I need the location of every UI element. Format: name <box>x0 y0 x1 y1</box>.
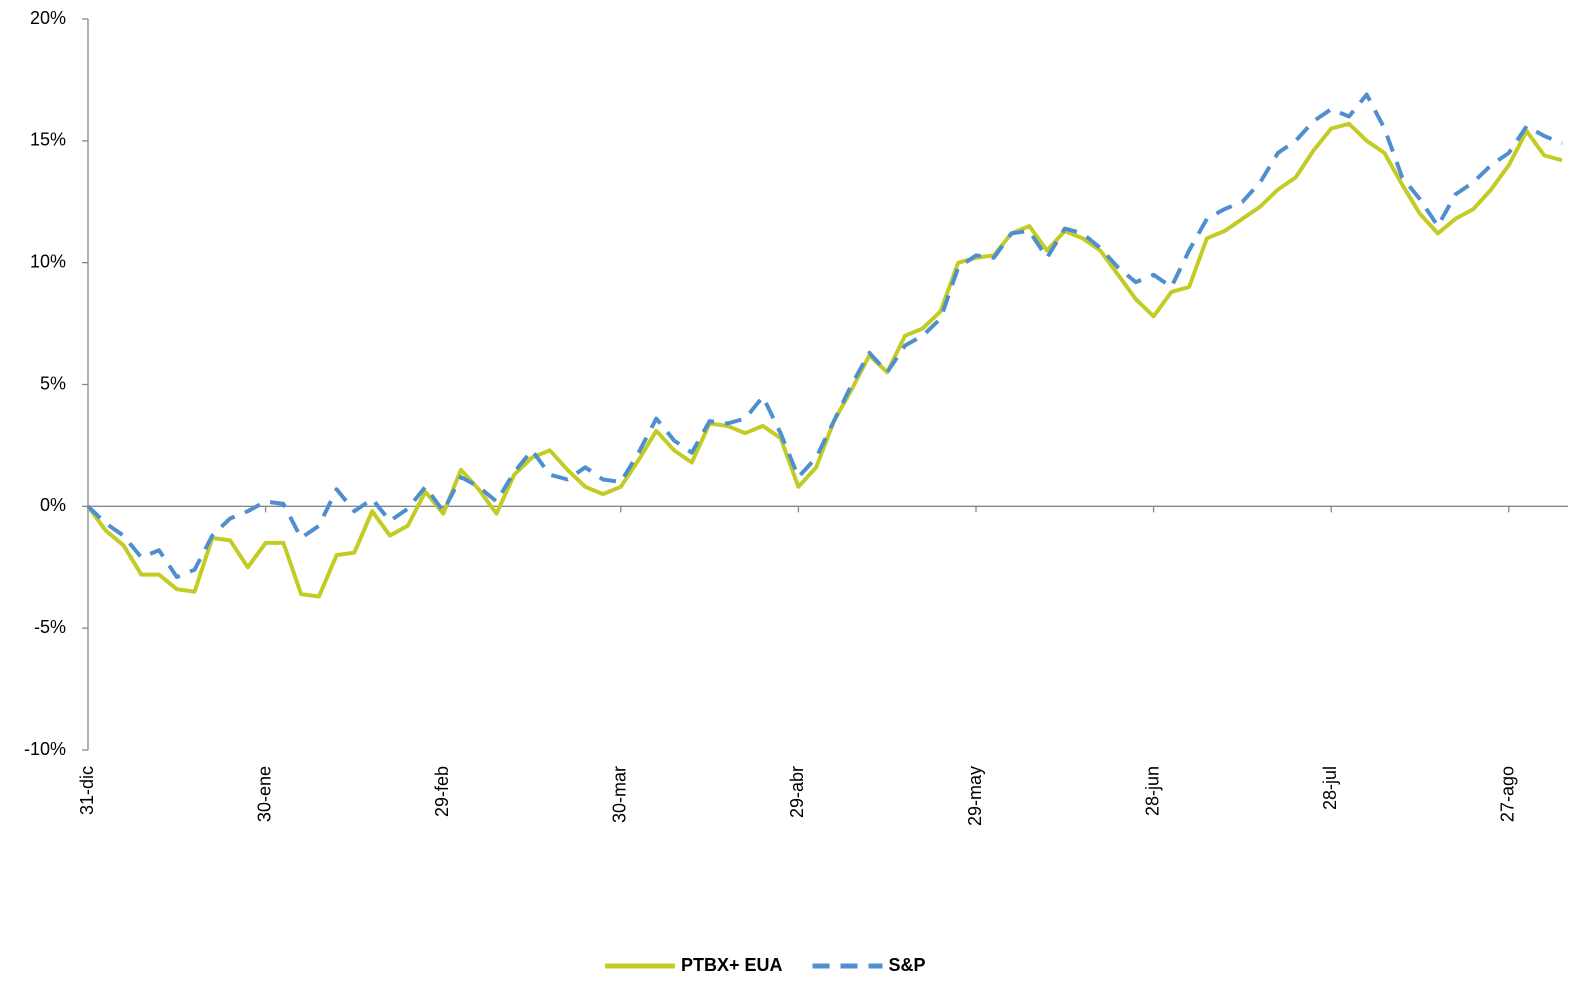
x-tick-label: 31-dic <box>77 766 97 815</box>
x-tick-label: 28-jul <box>1320 766 1340 810</box>
legend-label: S&P <box>889 955 926 975</box>
y-tick-label: -10% <box>24 739 66 759</box>
x-tick-label: 28-jun <box>1142 766 1162 816</box>
x-tick-label: 30-ene <box>254 766 274 822</box>
x-tick-label: 29-abr <box>787 766 807 818</box>
y-tick-label: -5% <box>34 617 66 637</box>
series-line <box>86 92 1563 579</box>
y-tick-label: 5% <box>40 373 66 393</box>
y-tick-label: 15% <box>30 130 66 150</box>
legend-label: PTBX+ EUA <box>681 955 783 975</box>
y-tick-label: 0% <box>40 495 66 515</box>
x-tick-label: 29-may <box>965 766 985 826</box>
x-tick-label: 29-feb <box>432 766 452 817</box>
x-tick-label: 30-mar <box>610 766 630 823</box>
y-tick-label: 10% <box>30 251 66 271</box>
series-line <box>86 121 1563 599</box>
y-tick-label: 20% <box>30 8 66 28</box>
x-tick-label: 27-ago <box>1498 766 1518 822</box>
